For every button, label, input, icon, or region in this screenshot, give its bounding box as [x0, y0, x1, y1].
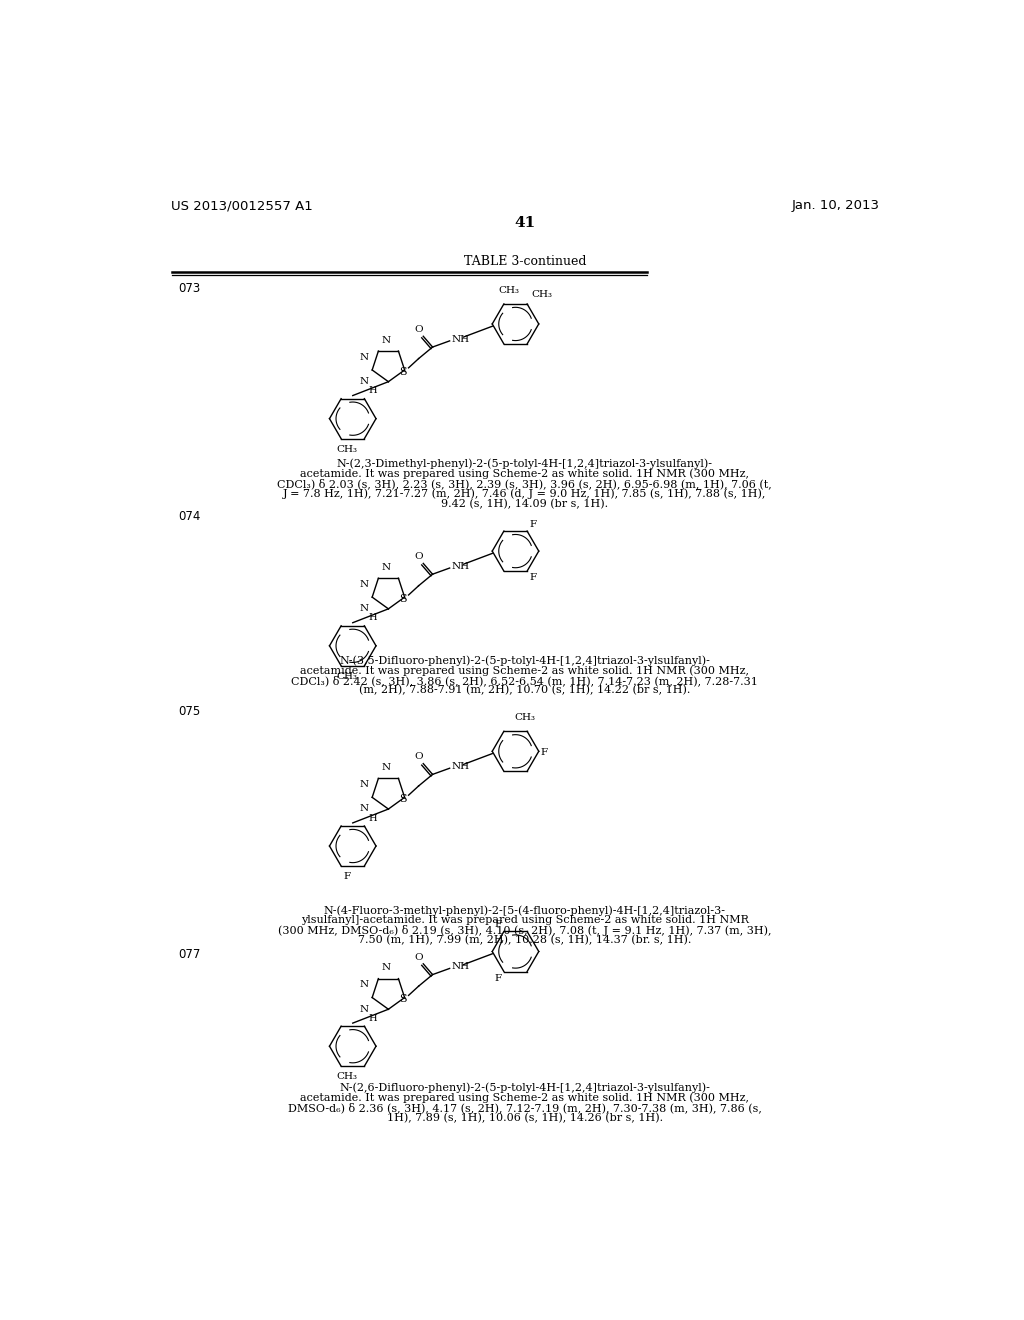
Text: N-(2,3-Dimethyl-phenyl)-2-(5-p-tolyl-4H-[1,2,4]triazol-3-ylsulfanyl)-: N-(2,3-Dimethyl-phenyl)-2-(5-p-tolyl-4H-…: [337, 459, 713, 470]
Text: 074: 074: [178, 511, 201, 523]
Text: DMSO-d₆) δ 2.36 (s, 3H), 4.17 (s, 2H), 7.12-7.19 (m, 2H), 7.30-7.38 (m, 3H), 7.8: DMSO-d₆) δ 2.36 (s, 3H), 4.17 (s, 2H), 7…: [288, 1102, 762, 1113]
Text: CDCl₃) δ 2.03 (s, 3H), 2.23 (s, 3H), 2.39 (s, 3H), 3.96 (s, 2H), 6.95-6.98 (m, 1: CDCl₃) δ 2.03 (s, 3H), 2.23 (s, 3H), 2.3…: [278, 479, 772, 490]
Text: CDCl₃) δ 2.42 (s, 3H), 3.86 (s, 2H), 6.52-6.54 (m, 1H), 7.14-7.23 (m, 2H), 7.28-: CDCl₃) δ 2.42 (s, 3H), 3.86 (s, 2H), 6.5…: [292, 675, 758, 686]
Text: N: N: [359, 352, 369, 362]
Text: H: H: [369, 387, 377, 395]
Text: F: F: [343, 873, 350, 882]
Text: F: F: [529, 573, 537, 582]
Text: J = 7.8 Hz, 1H), 7.21-7.27 (m, 2H), 7.46 (d, J = 9.0 Hz, 1H), 7.85 (s, 1H), 7.88: J = 7.8 Hz, 1H), 7.21-7.27 (m, 2H), 7.46…: [283, 488, 767, 499]
Text: 41: 41: [514, 216, 536, 230]
Text: O: O: [415, 752, 423, 762]
Text: NH: NH: [452, 762, 469, 771]
Text: O: O: [415, 552, 423, 561]
Text: F: F: [495, 974, 502, 983]
Text: N-(3,5-Difluoro-phenyl)-2-(5-p-tolyl-4H-[1,2,4]triazol-3-ylsulfanyl)-: N-(3,5-Difluoro-phenyl)-2-(5-p-tolyl-4H-…: [339, 655, 711, 665]
Text: NH: NH: [452, 962, 469, 972]
Text: S: S: [399, 594, 407, 603]
Text: acetamide. It was prepared using Scheme-2 as white solid. 1H NMR (300 MHz,: acetamide. It was prepared using Scheme-…: [300, 1093, 750, 1104]
Text: O: O: [415, 325, 423, 334]
Text: CH₃: CH₃: [531, 289, 552, 298]
Text: NH: NH: [452, 562, 469, 572]
Text: N: N: [382, 562, 390, 572]
Text: F: F: [495, 920, 502, 929]
Text: N: N: [359, 1005, 369, 1014]
Text: N: N: [359, 804, 369, 813]
Text: S: S: [399, 795, 407, 804]
Text: 077: 077: [178, 948, 201, 961]
Text: S: S: [399, 367, 407, 376]
Text: N: N: [382, 335, 390, 345]
Text: H: H: [369, 1014, 377, 1023]
Text: N: N: [359, 780, 369, 789]
Text: F: F: [541, 747, 548, 756]
Text: 9.42 (s, 1H), 14.09 (br s, 1H).: 9.42 (s, 1H), 14.09 (br s, 1H).: [441, 499, 608, 510]
Text: 073: 073: [178, 281, 201, 294]
Text: 075: 075: [178, 705, 201, 718]
Text: O: O: [415, 953, 423, 961]
Text: ylsulfanyl]-acetamide. It was prepared using Scheme-2 as white solid. 1H NMR: ylsulfanyl]-acetamide. It was prepared u…: [301, 915, 749, 925]
Text: N: N: [359, 981, 369, 989]
Text: (300 MHz, DMSO-d₆) δ 2.19 (s, 3H), 4.10 (s, 2H), 7.08 (t, J = 9.1 Hz, 1H), 7.37 : (300 MHz, DMSO-d₆) δ 2.19 (s, 3H), 4.10 …: [279, 925, 771, 936]
Text: N-(4-Fluoro-3-methyl-phenyl)-2-[5-(4-fluoro-phenyl)-4H-[1,2,4]triazol-3-: N-(4-Fluoro-3-methyl-phenyl)-2-[5-(4-flu…: [324, 906, 726, 916]
Text: CH₃: CH₃: [336, 445, 357, 454]
Text: N: N: [359, 378, 369, 385]
Text: NH: NH: [452, 335, 469, 343]
Text: US 2013/0012557 A1: US 2013/0012557 A1: [171, 199, 312, 213]
Text: H: H: [369, 614, 377, 623]
Text: CH₃: CH₃: [336, 1072, 357, 1081]
Text: (m, 2H), 7.88-7.91 (m, 2H), 10.70 (s, 1H), 14.22 (br s, 1H).: (m, 2H), 7.88-7.91 (m, 2H), 10.70 (s, 1H…: [359, 685, 690, 696]
Text: H: H: [369, 813, 377, 822]
Text: N: N: [382, 763, 390, 772]
Text: CH₃: CH₃: [499, 285, 520, 294]
Text: N: N: [382, 964, 390, 973]
Text: S: S: [399, 994, 407, 1005]
Text: 7.50 (m, 1H), 7.99 (m, 2H), 10.28 (s, 1H), 14.37 (br. s, 1H).: 7.50 (m, 1H), 7.99 (m, 2H), 10.28 (s, 1H…: [358, 936, 691, 945]
Text: N-(2,6-Difluoro-phenyl)-2-(5-p-tolyl-4H-[1,2,4]triazol-3-ylsulfanyl)-: N-(2,6-Difluoro-phenyl)-2-(5-p-tolyl-4H-…: [339, 1082, 711, 1093]
Text: CH₃: CH₃: [514, 713, 536, 722]
Text: acetamide. It was prepared using Scheme-2 as white solid. 1H NMR (300 MHz,: acetamide. It was prepared using Scheme-…: [300, 665, 750, 676]
Text: F: F: [529, 520, 537, 529]
Text: 1H), 7.89 (s, 1H), 10.06 (s, 1H), 14.26 (br s, 1H).: 1H), 7.89 (s, 1H), 10.06 (s, 1H), 14.26 …: [387, 1113, 663, 1123]
Text: TABLE 3-continued: TABLE 3-continued: [464, 256, 586, 268]
Text: acetamide. It was prepared using Scheme-2 as white solid. 1H NMR (300 MHz,: acetamide. It was prepared using Scheme-…: [300, 469, 750, 479]
Text: N: N: [359, 605, 369, 614]
Text: Jan. 10, 2013: Jan. 10, 2013: [792, 199, 880, 213]
Text: N: N: [359, 579, 369, 589]
Text: CH₃: CH₃: [336, 672, 357, 681]
